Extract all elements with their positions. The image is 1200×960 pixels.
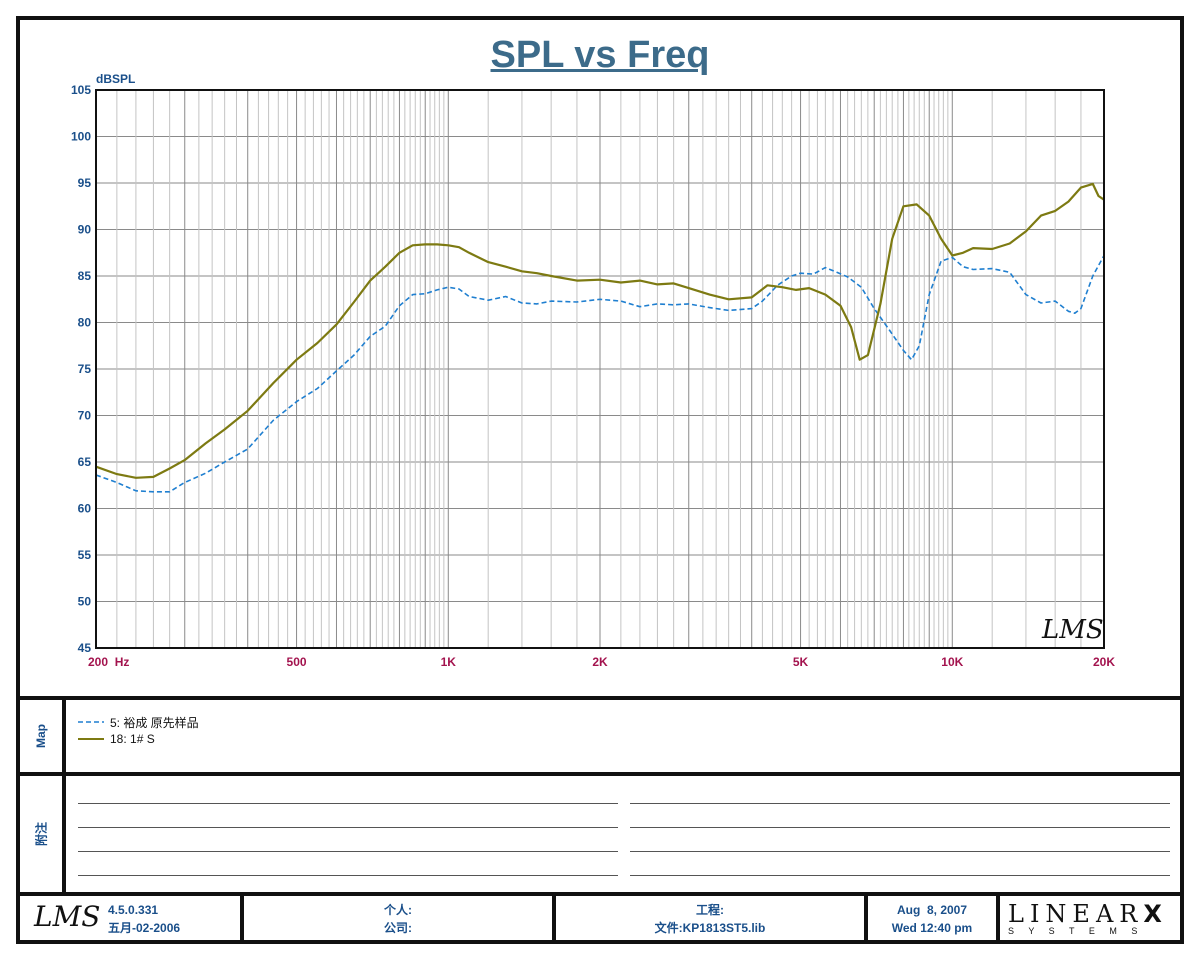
x-tick-label: 5K <box>793 655 809 669</box>
notes-panel: 附注 <box>20 776 1180 892</box>
notes-side-label: 附注 <box>20 776 66 892</box>
footer-version-cell: LMS 4.5.0.331 五月-02-2006 <box>20 896 244 940</box>
note-line <box>630 803 1170 804</box>
version-text: 4.5.0.331 <box>108 903 159 917</box>
x-tick-label: 500 <box>287 655 307 669</box>
y-tick-label: 60 <box>78 502 92 516</box>
plot-panel: SPL vs Freq dBSPL 105 100 95 90 85 80 75 70 65 60… <box>20 20 1180 696</box>
y-tick-label: 95 <box>78 176 92 190</box>
y-tick-label: 75 <box>78 362 92 376</box>
chart-title: SPL vs Freq <box>490 34 710 76</box>
spl-chart: dBSPL 105 100 95 90 85 80 75 70 65 60 55 50 45 200 H… <box>71 72 1115 669</box>
x-tick-label: 10K <box>941 655 963 669</box>
report-frame: SPL vs Freq dBSPL 105 100 95 90 85 80 75 70 65 60… <box>16 16 1184 944</box>
grid-layer <box>96 90 1104 648</box>
y-tick-label: 100 <box>71 130 91 144</box>
note-line <box>78 803 618 804</box>
x-tick-label: 20K <box>1093 655 1115 669</box>
divider <box>20 696 1180 700</box>
notes-label: 附注 <box>34 821 49 847</box>
series-layer <box>95 182 1105 493</box>
plot-border <box>95 89 1105 649</box>
person-label: 个人: <box>384 903 412 917</box>
y-tick-label: 45 <box>78 641 92 655</box>
footer: LMS 4.5.0.331 五月-02-2006 个人: 公司: 工程: 文件:… <box>20 896 1180 940</box>
series-line-2 <box>95 182 1105 479</box>
x-tick-labels: 200 Hz 500 1K 2K 5K 10K 20K <box>88 655 1115 669</box>
legend-item-1: 5: 裕成 原先样品 <box>78 714 199 730</box>
y-axis-label: dBSPL <box>96 72 135 86</box>
note-line <box>630 851 1170 852</box>
note-line <box>78 827 618 828</box>
note-line <box>78 875 618 876</box>
footer-lms-logo: LMS <box>34 900 101 933</box>
x-tick-label: 1K <box>441 655 457 669</box>
y-tick-label: 55 <box>78 548 92 562</box>
footer-date-cell: Aug 8, 2007 Wed 12:40 pm <box>868 896 1000 940</box>
legend-label-2: 18: 1# S <box>110 732 155 746</box>
y-tick-label: 80 <box>78 316 92 330</box>
footer-person-cell: 个人: 公司: <box>244 896 556 940</box>
linearx-logo: LINEARX S Y S T E M S <box>1000 896 1180 940</box>
y-tick-label: 70 <box>78 409 92 423</box>
y-tick-label: 90 <box>78 223 92 237</box>
lms-watermark: LMS <box>1041 615 1104 645</box>
date-text: Aug 8, 2007 <box>896 903 968 917</box>
y-tick-label: 85 <box>78 269 92 283</box>
divider <box>20 892 1180 896</box>
x-tick-label: 2K <box>592 655 608 669</box>
y-tick-label: 65 <box>78 455 92 469</box>
divider <box>20 772 1180 776</box>
brand-systems: S Y S T E M S <box>1008 926 1144 936</box>
y-tick-labels: 105 100 95 90 85 80 75 70 65 60 55 50 45 <box>71 83 91 655</box>
y-tick-label: 105 <box>71 83 91 97</box>
time-text: Wed 12:40 pm <box>891 921 973 935</box>
legend-item-2: 18: 1# S <box>78 731 155 747</box>
company-label: 公司: <box>384 921 412 935</box>
map-label: Map <box>34 724 48 748</box>
footer-project-cell: 工程: 文件:KP1813ST5.lib <box>556 896 868 940</box>
legend-label-1: 5: 裕成 原先样品 <box>110 715 199 730</box>
x-tick-label: 200 Hz <box>88 655 129 669</box>
note-line <box>630 827 1170 828</box>
map-side-label: Map <box>20 700 66 772</box>
y-tick-label: 50 <box>78 595 92 609</box>
file-label: 文件:KP1813ST5.lib <box>654 921 766 935</box>
series-line-1 <box>95 255 1105 493</box>
brand-linear: LINEAR <box>1008 900 1144 928</box>
note-line <box>630 875 1170 876</box>
build-date-text: 五月-02-2006 <box>108 921 181 935</box>
project-label: 工程: <box>696 903 724 917</box>
note-line <box>78 851 618 852</box>
map-panel: Map 5: 裕成 原先样品 18: 1# S <box>20 700 1180 772</box>
brand-x: X <box>1143 900 1162 928</box>
